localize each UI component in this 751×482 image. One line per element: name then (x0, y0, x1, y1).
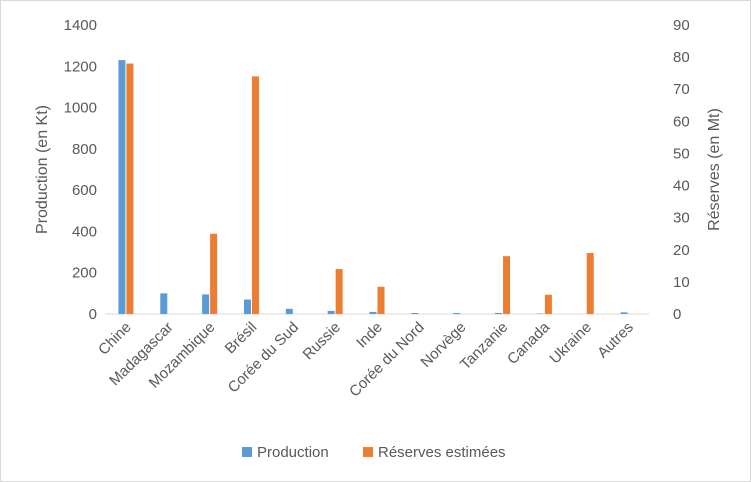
bar-reserves (335, 269, 343, 314)
bar-production (453, 312, 461, 314)
right-tick-label: 60 (673, 113, 690, 130)
bars (118, 60, 628, 315)
bar-production (369, 311, 377, 314)
y-axis-right-title: Réserves (en Mt) (706, 108, 723, 231)
left-tick-label: 800 (72, 141, 97, 158)
bar-production (243, 299, 251, 314)
left-tick-label: 1200 (64, 58, 97, 75)
category-label: Inde (353, 319, 386, 352)
category-label: Brésil (222, 319, 261, 358)
bar-production (285, 308, 293, 314)
legend-swatch-reserves (363, 447, 373, 457)
right-axis-ticks: 0 10 20 30 40 50 60 70 80 90 (673, 17, 690, 323)
left-tick-label: 200 (72, 265, 97, 282)
right-tick-label: 20 (673, 242, 690, 259)
left-tick-label: 400 (72, 223, 97, 240)
left-axis-ticks: 0 200 400 600 800 1000 1200 1400 (64, 17, 97, 323)
bar-reserves (377, 286, 385, 314)
bar-reserves (586, 252, 594, 314)
legend: Production Réserves estimées (242, 444, 506, 461)
category-label: Ukraine (546, 319, 595, 368)
right-tick-label: 80 (673, 49, 690, 66)
bar-reserves (251, 76, 259, 314)
category-label: Corée du Nord (346, 319, 428, 401)
y-axis-left-title: Production (en Kt) (34, 105, 51, 234)
bar-production (118, 60, 126, 314)
bar-production (202, 294, 210, 314)
bar-production (411, 312, 419, 314)
right-tick-label: 70 (673, 81, 690, 98)
bar-reserves (126, 63, 134, 315)
bar-reserves (210, 233, 218, 314)
category-label: Chine (95, 319, 135, 359)
right-tick-label: 10 (673, 274, 690, 291)
category-label: Autres (594, 319, 637, 362)
bar-production (327, 310, 335, 314)
bar-production (495, 312, 503, 314)
bar-reserves (544, 294, 552, 314)
left-tick-label: 1000 (64, 100, 97, 117)
left-tick-label: 0 (89, 306, 97, 323)
left-tick-label: 600 (72, 182, 97, 199)
category-label: Russie (300, 319, 344, 363)
legend-label-production: Production (257, 444, 329, 461)
left-tick-label: 1400 (64, 17, 97, 34)
bar-reserves (503, 256, 511, 314)
bar-production (620, 312, 628, 314)
right-tick-label: 30 (673, 210, 690, 227)
right-tick-label: 50 (673, 145, 690, 162)
legend-label-reserves: Réserves estimées (378, 444, 506, 461)
right-tick-label: 40 (673, 178, 690, 195)
bar-production (160, 293, 168, 314)
category-label: Canada (504, 318, 554, 368)
legend-swatch-production (242, 447, 252, 457)
right-tick-label: 90 (673, 17, 690, 34)
right-tick-label: 0 (673, 306, 681, 323)
